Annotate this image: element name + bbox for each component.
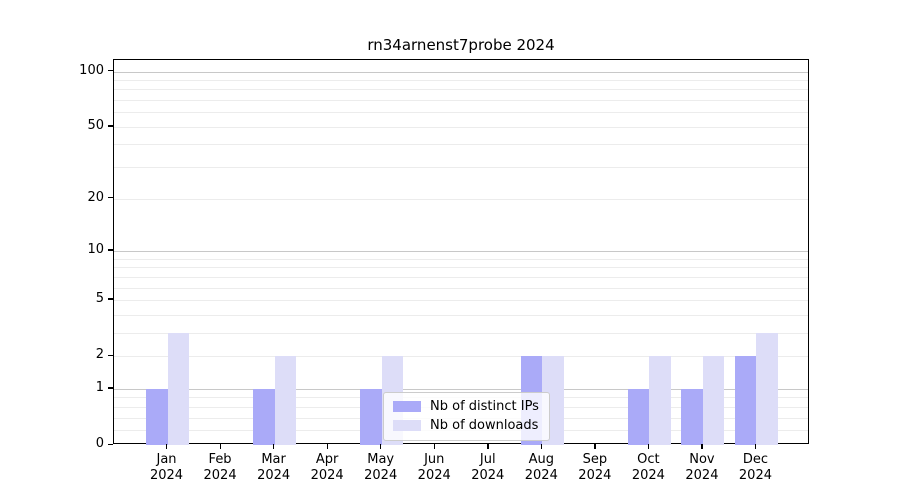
gridline-minor	[114, 287, 808, 289]
gridline-major	[114, 388, 808, 390]
legend: Nb of distinct IPs Nb of downloads	[383, 392, 550, 441]
gridline-minor	[114, 89, 808, 91]
legend-label-downloads: Nb of downloads	[430, 418, 539, 433]
x-tick-label: Dec 2024	[738, 452, 772, 483]
x-tick-mark	[273, 444, 275, 449]
y-tick-mark	[108, 70, 113, 72]
gridline-minor	[114, 276, 808, 278]
x-tick-label: Oct 2024	[631, 452, 665, 483]
x-tick-label: Aug 2024	[524, 452, 558, 483]
x-tick-label: Mar 2024	[257, 452, 291, 483]
gridline-minor	[114, 356, 808, 358]
y-tick-label: 20	[87, 189, 104, 205]
bar-downloads	[274, 356, 297, 445]
bar-distinct-ips	[253, 388, 275, 445]
x-tick-mark	[540, 444, 543, 449]
y-tick-label: 5	[95, 290, 104, 306]
bar-distinct-ips	[146, 388, 168, 445]
gridline-major	[114, 71, 808, 73]
gridline-minor	[114, 314, 808, 316]
bar-downloads	[702, 356, 725, 445]
gridline-minor	[114, 198, 808, 200]
bar-downloads	[649, 356, 671, 445]
gridline-minor	[114, 258, 808, 260]
y-tick-mark	[108, 387, 113, 389]
x-tick-mark	[433, 444, 436, 449]
y-tick-mark	[108, 443, 113, 445]
x-tick-mark	[219, 444, 221, 449]
legend-label-distinct-ips: Nb of distinct IPs	[430, 399, 539, 414]
bar-distinct-ips	[627, 388, 650, 445]
y-tick-mark	[108, 125, 113, 127]
x-tick-mark	[701, 444, 703, 449]
gridline-minor	[114, 112, 808, 114]
bar-downloads	[756, 332, 778, 445]
x-tick-mark	[326, 444, 328, 449]
x-tick-label: Sep 2024	[578, 452, 612, 483]
gridline-minor	[114, 144, 808, 146]
x-tick-mark	[380, 444, 382, 449]
y-tick-mark	[108, 298, 113, 300]
y-tick-mark	[108, 197, 113, 199]
gridline-major	[114, 250, 808, 252]
legend-swatch-distinct-ips	[393, 401, 421, 412]
y-tick-label: 100	[79, 62, 104, 78]
x-tick-label: Apr 2024	[310, 452, 344, 483]
plot-area	[113, 59, 809, 445]
gridline-minor	[114, 100, 808, 102]
x-tick-label: Nov 2024	[685, 452, 719, 483]
x-tick-mark	[594, 444, 596, 449]
chart-title: rn34arnenst7probe 2024	[367, 36, 555, 54]
y-tick-label: 10	[87, 241, 104, 257]
y-tick-mark	[108, 354, 113, 356]
gridline-minor	[114, 267, 808, 269]
y-tick-label: 2	[95, 347, 104, 363]
bar-downloads	[167, 332, 190, 445]
legend-item-downloads: Nb of downloads	[393, 418, 539, 433]
x-tick-label: Feb 2024	[203, 452, 237, 483]
x-tick-mark	[166, 444, 168, 449]
bar-distinct-ips	[681, 388, 703, 445]
legend-item-distinct-ips: Nb of distinct IPs	[393, 399, 539, 414]
x-tick-label: Jun 2024	[417, 452, 451, 483]
gridline-minor	[114, 332, 808, 334]
bar-distinct-ips	[734, 356, 757, 445]
x-tick-mark	[487, 444, 489, 449]
x-tick-mark	[647, 444, 650, 449]
x-tick-label: Jul 2024	[471, 452, 505, 483]
y-tick-label: 50	[87, 117, 104, 133]
x-tick-label: Jan 2024	[149, 452, 184, 483]
gridline-minor	[114, 299, 808, 301]
gridline-minor	[114, 126, 808, 128]
x-tick-mark	[754, 444, 757, 449]
bar-distinct-ips	[360, 388, 382, 445]
y-tick-mark	[108, 249, 113, 251]
legend-swatch-downloads	[393, 420, 421, 431]
y-tick-label: 0	[95, 436, 104, 451]
gridline-minor	[114, 79, 808, 81]
x-tick-label: May 2024	[364, 452, 398, 483]
y-tick-label: 1	[95, 379, 104, 395]
gridline-minor	[114, 167, 808, 169]
